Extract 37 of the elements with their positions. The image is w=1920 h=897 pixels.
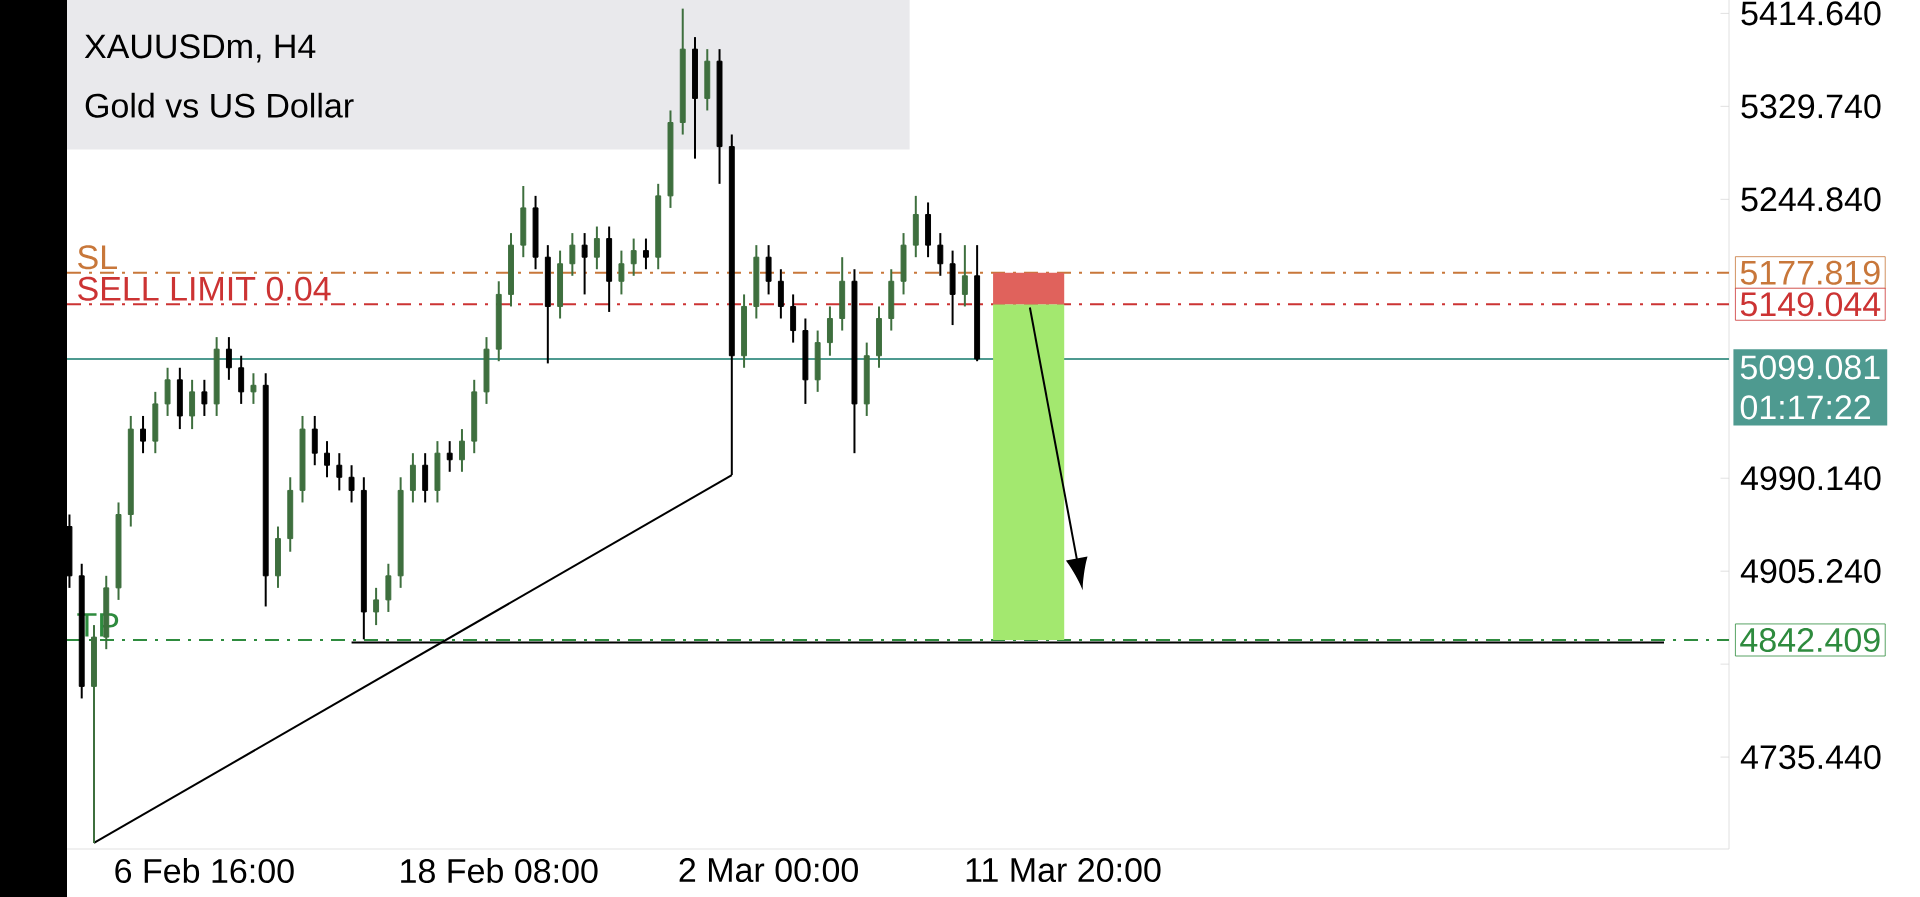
candlestick [459, 428, 465, 473]
y-tick-label: 4990.140 [1740, 466, 1881, 491]
candlestick [324, 440, 330, 479]
y-tick-label: 4905.240 [1740, 559, 1881, 584]
y-tick-label: 5414.640 [1741, 1, 1881, 26]
x-tick-label: 11 Mar 20:00 [966, 858, 1161, 883]
candlestick [446, 440, 453, 473]
text: 4842.409 [1740, 627, 1880, 653]
candlestick [569, 232, 576, 277]
text: Gold vs US Dollar [85, 92, 354, 118]
text: 5177.819 [1740, 260, 1880, 285]
x-tick-label: 2 Mar 00:00 [679, 858, 858, 883]
y-tick-label: 4735.440 [1740, 745, 1881, 770]
candlestick [593, 225, 600, 271]
candlestick [937, 232, 944, 277]
y-tick-label: 5244.840 [1741, 187, 1881, 212]
candlestick [336, 452, 343, 492]
candlestick [581, 232, 588, 296]
candlestick [373, 586, 380, 627]
text: 5149.044 [1740, 292, 1881, 317]
candlestick [140, 414, 146, 455]
candlestick [618, 249, 625, 296]
candlestick [961, 244, 968, 308]
y-tick-label: 5329.740 [1741, 94, 1881, 119]
ref-line-label: SL [78, 245, 117, 270]
candlestick [630, 237, 637, 277]
text: 5099.081 [1740, 355, 1880, 380]
ref-line-label: SELL LIMIT 0.04 [78, 276, 331, 301]
candlestick [642, 237, 649, 271]
candlestick [348, 464, 355, 504]
text: 01:17:22 [1740, 395, 1871, 420]
candlestick [250, 372, 257, 405]
x-tick-label: 6 Feb 16:00 [115, 858, 294, 884]
text: XAUUSDm, H4 [84, 34, 316, 63]
candlestick [201, 378, 208, 417]
x-tick-label: 18 Feb 08:00 [401, 858, 598, 884]
candlestick [225, 336, 232, 381]
